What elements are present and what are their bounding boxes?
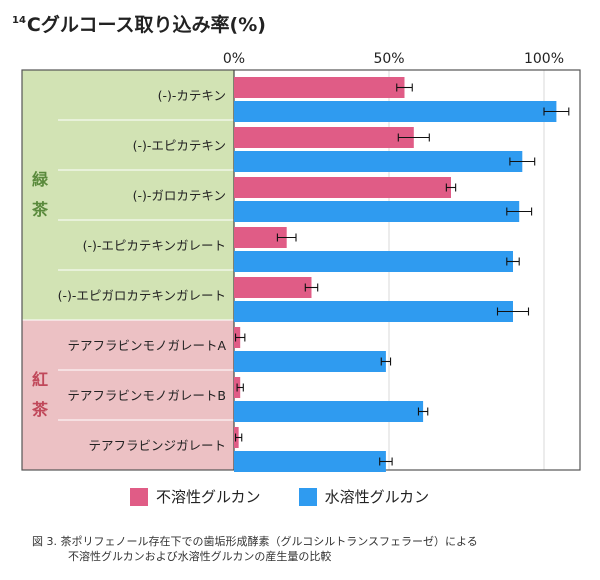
category-label: テアフラビンモノガレートB	[67, 388, 226, 403]
bar-insoluble	[234, 127, 414, 148]
caption-line-2: 不溶性グルカンおよび水溶性グルカンの産生量の比較	[68, 550, 332, 563]
figure-caption: 図 3. 茶ポリフェノール存在下での歯垢形成酵素（グルコシルトランスフェラーゼ）…	[32, 534, 478, 564]
bar-insoluble	[234, 277, 312, 298]
group-label-char-1-1: 茶	[31, 400, 49, 419]
legend-item-soluble: 水溶性グルカン	[298, 486, 430, 507]
group-label-char-0-1: 茶	[31, 200, 49, 219]
category-label: (-)-エピカテキン	[133, 138, 226, 153]
chart-title: 14Cグルコース取り込み率(%)	[12, 10, 266, 37]
title-superscript: 14	[12, 15, 26, 26]
bar-soluble	[234, 351, 386, 372]
legend-item-insoluble: 不溶性グルカン	[130, 486, 261, 507]
group-panel-0	[22, 70, 234, 320]
legend-label-soluble: 水溶性グルカン	[324, 488, 430, 506]
legend: 不溶性グルカン 水溶性グルカン	[130, 486, 467, 507]
bar-soluble	[234, 451, 386, 472]
x-tick-label: 0%	[223, 51, 245, 67]
bar-insoluble	[234, 77, 405, 98]
bar-soluble	[234, 401, 424, 422]
bar-insoluble	[234, 177, 451, 198]
bar-insoluble	[234, 227, 287, 248]
category-label: (-)-ガロカテキン	[133, 188, 226, 203]
bar-soluble	[234, 101, 557, 122]
bar-soluble	[234, 151, 523, 172]
group-label-char-1-0: 紅	[32, 370, 48, 389]
category-label: テアフラビンモノガレートA	[67, 338, 226, 353]
x-tick-label: 100%	[524, 51, 564, 67]
group-panel-1	[22, 320, 234, 470]
category-label: (-)-エピガロカテキンガレート	[58, 288, 226, 303]
bar-soluble	[234, 251, 513, 272]
category-label: (-)-エピカテキンガレート	[83, 238, 226, 253]
category-label: (-)-カテキン	[158, 88, 226, 103]
legend-label-insoluble: 不溶性グルカン	[156, 488, 261, 506]
legend-swatch-soluble	[298, 487, 317, 506]
category-label: テアフラビンジガレート	[88, 438, 226, 453]
bar-soluble	[234, 301, 513, 322]
title-text: Cグルコース取り込み率(%)	[26, 14, 266, 36]
legend-swatch-insoluble	[130, 487, 148, 506]
x-tick-label: 50%	[373, 51, 404, 67]
group-label-char-0-0: 緑	[32, 170, 49, 189]
bar-soluble	[234, 201, 520, 222]
caption-line-1: 図 3. 茶ポリフェノール存在下での歯垢形成酵素（グルコシルトランスフェラーゼ）…	[32, 535, 478, 548]
